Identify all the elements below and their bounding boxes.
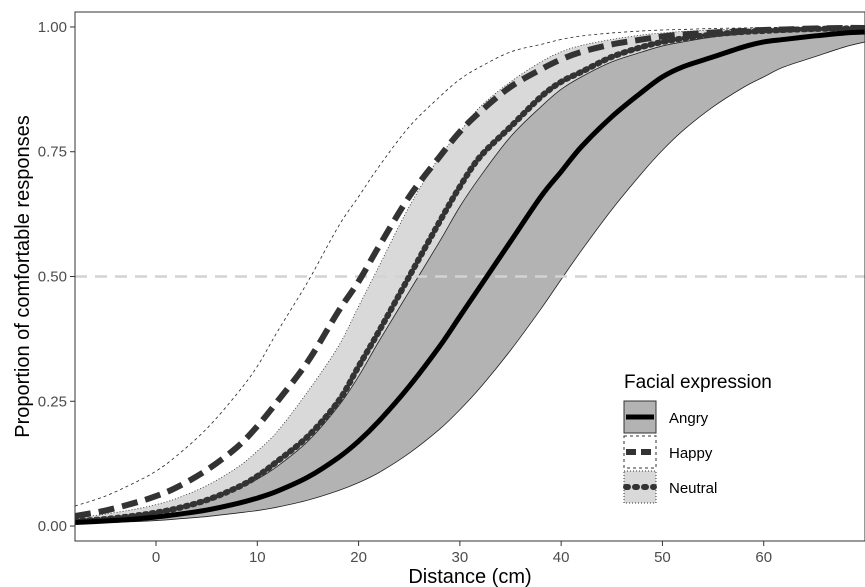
x-tick-label: 30 — [452, 549, 469, 566]
series-lines-layer — [75, 24, 865, 526]
legend-label-angry: Angry — [669, 410, 709, 427]
x-axis: 0 10 20 30 40 50 60 — [152, 541, 772, 566]
x-axis-title: Distance (cm) — [408, 566, 531, 587]
ribbon-neutral — [75, 27, 865, 524]
ribbon-lower-angry — [75, 41, 865, 524]
y-tick-label: 0.50 — [38, 269, 67, 286]
y-axis-title: Proportion of comfortable responses — [12, 115, 34, 437]
x-tick-label: 20 — [350, 549, 367, 566]
y-tick-label: 0.25 — [38, 393, 67, 410]
legend-title: Facial expression — [624, 372, 772, 393]
legend-item-angry: Angry — [623, 400, 709, 434]
x-tick-label: 60 — [755, 549, 772, 566]
legend-label-happy: Happy — [669, 445, 713, 462]
x-tick-label: 0 — [152, 549, 160, 566]
y-tick-label: 1.00 — [38, 19, 67, 36]
x-tick-label: 40 — [553, 549, 570, 566]
x-tick-label: 50 — [654, 549, 671, 566]
y-tick-label: 0.00 — [38, 518, 67, 535]
legend: Facial expression Angry Happy Neutral — [623, 372, 772, 504]
legend-label-neutral: Neutral — [669, 480, 717, 497]
legend-items: Angry Happy Neutral — [623, 400, 717, 504]
y-axis: 0.00 0.25 0.50 0.75 1.00 — [38, 19, 75, 535]
series-line-neutral — [75, 24, 865, 525]
legend-item-neutral: Neutral — [623, 470, 717, 504]
ribbon-angry — [75, 27, 865, 524]
y-tick-label: 0.75 — [38, 144, 67, 161]
ribbon-upper-happy — [75, 27, 865, 507]
x-tick-label: 10 — [249, 549, 266, 566]
legend-item-happy: Happy — [623, 435, 713, 469]
series-line-angry — [75, 29, 865, 526]
